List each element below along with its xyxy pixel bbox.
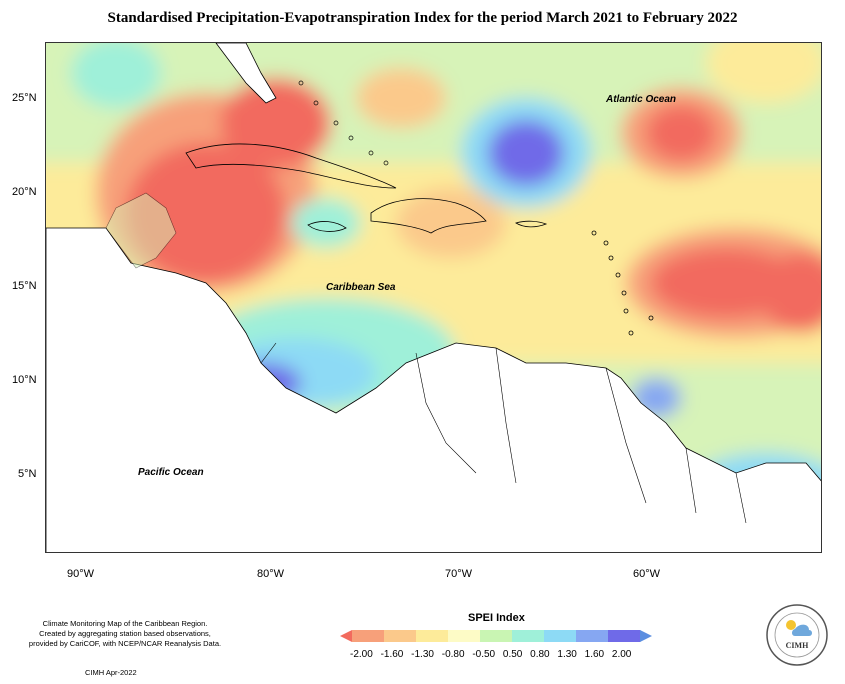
pacific-ocean-label: Pacific Ocean (138, 467, 204, 478)
legend-ticks: -2.00 -1.60 -1.30 -0.80 -0.50 0.50 0.80 … (350, 649, 636, 660)
lon-label-70w: 70°W (445, 568, 473, 580)
caribbean-sea-label: Caribbean Sea (326, 282, 396, 293)
legend-tick: 2.00 (611, 649, 632, 660)
legend-arrow-left (340, 630, 352, 642)
legend-cell (448, 630, 481, 642)
credit-line: Created by aggregating station based obs… (39, 629, 211, 638)
legend-tick: -1.30 (411, 649, 434, 660)
legend-cell (384, 630, 417, 642)
spei-map (45, 42, 822, 553)
lon-label-90w: 90°W (67, 568, 95, 580)
map-title: Standardised Precipitation-Evapotranspir… (107, 10, 738, 26)
credit-date: CIMH Apr-2022 (85, 668, 137, 677)
lat-label-25n: 25°N (12, 92, 37, 104)
credit-line: provided by CariCOF, with NCEP/NCAR Rean… (28, 639, 222, 648)
legend-cell (544, 630, 577, 642)
legend-cell (416, 630, 449, 642)
legend-tick: 1.30 (557, 649, 577, 660)
legend-cell (576, 630, 609, 642)
lon-label-80w: 80°W (257, 568, 285, 580)
cimh-logo: CIMH (766, 604, 828, 666)
legend-tick: -0.50 (472, 649, 496, 660)
credit-line: Climate Monitoring Map of the Caribbean … (42, 619, 208, 628)
legend-cell (512, 630, 545, 642)
legend-tick: 0.80 (530, 649, 550, 660)
lat-label-5n: 5°N (18, 468, 37, 480)
legend-tick: -1.60 (380, 649, 404, 660)
logo-text: CIMH (786, 641, 809, 650)
legend-cell (352, 630, 385, 642)
map-credits: Climate Monitoring Map of the Caribbean … (15, 619, 235, 649)
legend-title: SPEI Index (468, 612, 525, 624)
legend-tick: 1.60 (584, 649, 605, 660)
lat-label-10n: 10°N (12, 374, 37, 386)
lat-label-20n: 20°N (12, 186, 37, 198)
lon-label-60w: 60°W (633, 568, 661, 580)
lat-label-15n: 15°N (12, 280, 37, 292)
legend-tick: 0.50 (502, 649, 523, 660)
legend-tick: -0.80 (441, 649, 465, 660)
atlantic-ocean-label: Atlantic Ocean (606, 94, 677, 105)
legend-tick: -2.00 (350, 649, 373, 660)
legend-cell (480, 630, 513, 642)
legend-cell (608, 630, 641, 642)
legend-colorbar (340, 630, 652, 642)
legend-arrow-right (640, 630, 652, 642)
